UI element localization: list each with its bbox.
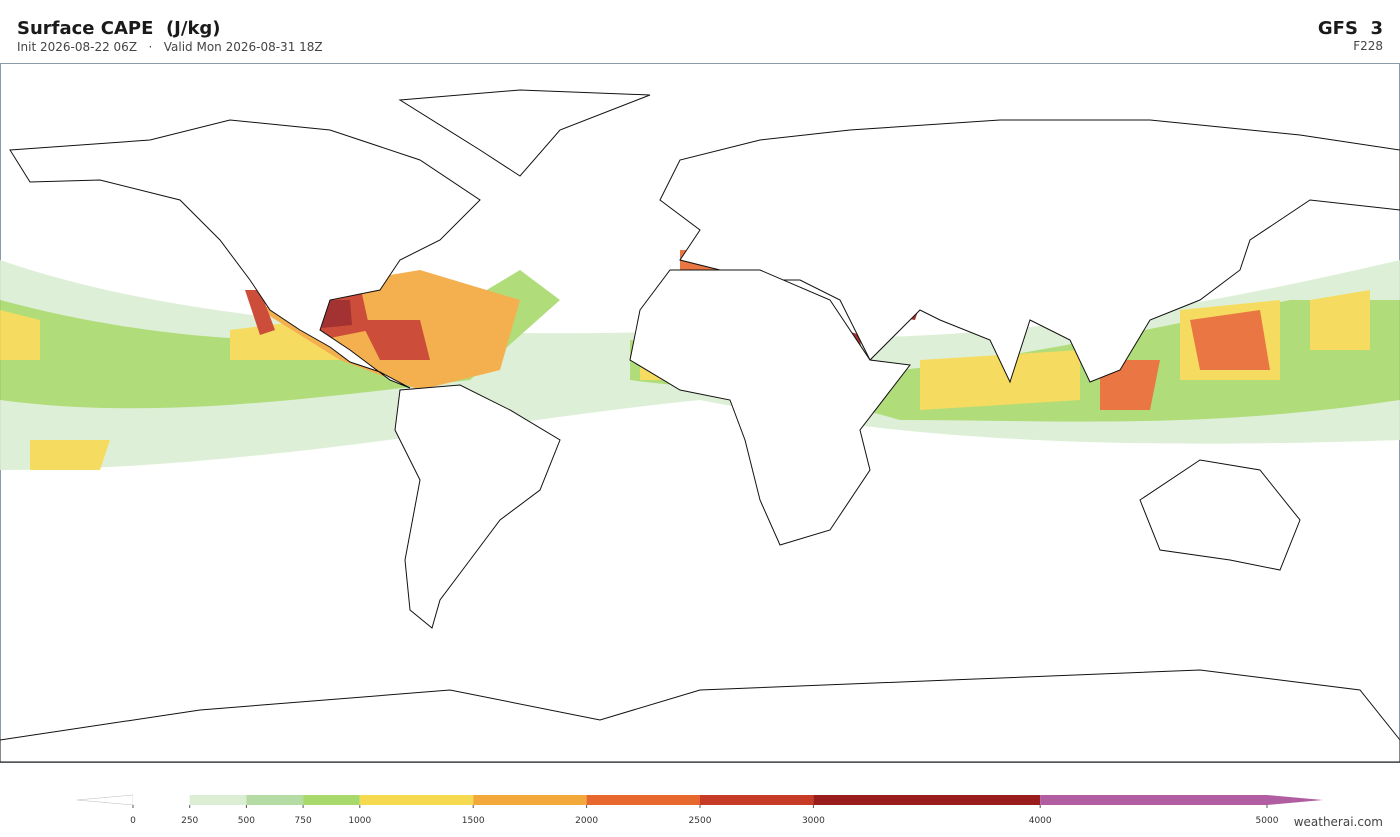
credit: weatherai.com — [1294, 815, 1383, 829]
map — [0, 63, 1400, 763]
colorbar-tick-label: 0 — [130, 816, 136, 826]
subtitle: Init 2026-08-22 06Z · Valid Mon 2026-08-… — [17, 40, 323, 54]
colorbar-tick-label: 1500 — [462, 816, 485, 826]
model: GFS 3 — [1318, 18, 1383, 39]
colorbar-tick-label: 1000 — [348, 816, 371, 826]
colorbar-extend-high — [1267, 795, 1323, 805]
colorbar-tick-label: 3000 — [802, 816, 825, 826]
colorbar-segment — [586, 795, 700, 805]
colorbar-extend-low — [76, 794, 134, 806]
colorbar-segment — [813, 795, 1041, 805]
colorbar-segment — [189, 795, 247, 805]
colorbar-segment — [1040, 795, 1267, 805]
colorbar-tick-label: 5000 — [1256, 816, 1279, 826]
colorbar: 0 250 500 750 1000 1500 2000 2500 3000 4000 5000 — [76, 794, 1323, 826]
colorbar-tick-label: 2500 — [689, 816, 712, 826]
colorbar-segment — [303, 795, 360, 805]
title: Surface CAPE (J/kg) — [17, 18, 221, 39]
colorbar-tick-label: 4000 — [1029, 816, 1052, 826]
colorbar-tick-label: 500 — [238, 816, 255, 826]
colorbar-tick-label: 750 — [295, 816, 312, 826]
forecast-hour: F228 — [1353, 39, 1383, 53]
colorbar-segment — [700, 795, 814, 805]
colorbar-segment — [359, 795, 474, 805]
colorbar-tick-label: 250 — [181, 816, 198, 826]
coastlines — [0, 89, 1400, 763]
colorbar-segment — [246, 795, 304, 805]
colorbar-tick-label: 2000 — [575, 816, 598, 826]
colorbar-segment — [473, 795, 587, 805]
colorbar-segment — [133, 795, 190, 805]
